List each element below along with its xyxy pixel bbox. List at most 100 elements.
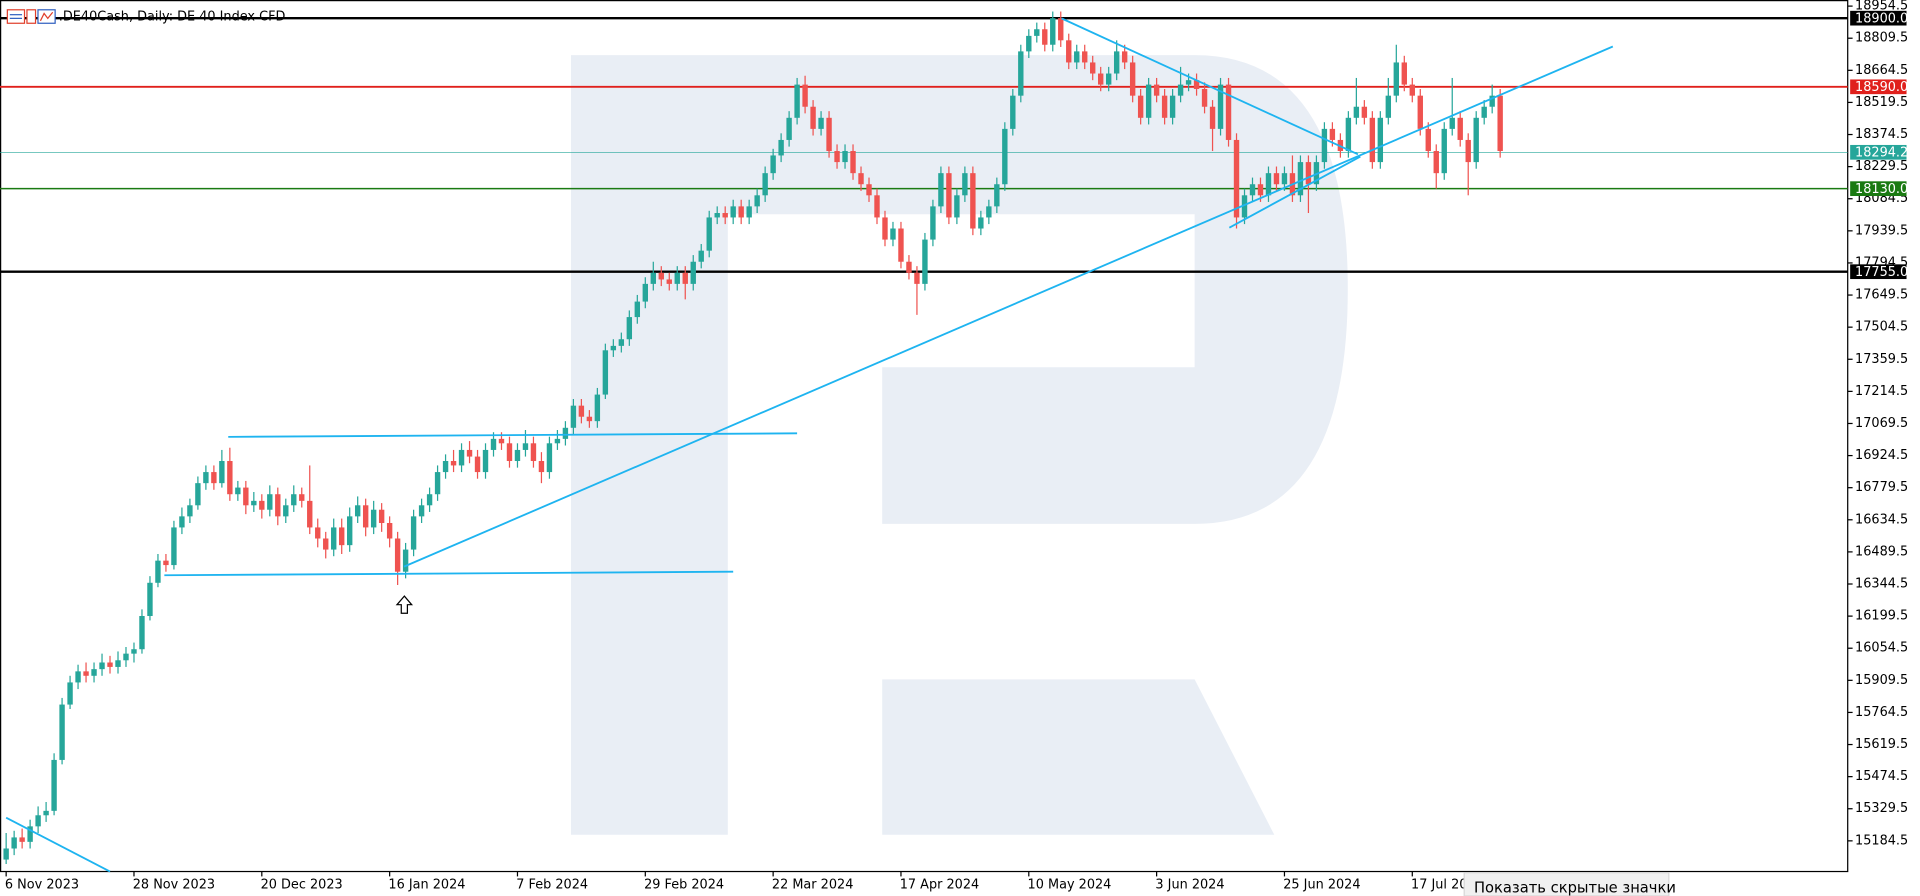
candle-body <box>562 427 569 439</box>
candle-body <box>458 449 465 466</box>
trendline <box>403 45 1614 568</box>
tooltip-box <box>1463 872 1670 896</box>
watermark-leg <box>882 679 1275 835</box>
candle-body <box>1297 162 1304 196</box>
candle-body <box>1257 184 1264 196</box>
candle-body <box>299 494 305 501</box>
candle-body <box>882 217 888 240</box>
candle-body <box>1481 106 1487 118</box>
y-tick-label: 15909.5 <box>1855 673 1908 688</box>
x-tick-label: 3 Jun 2024 <box>1155 877 1224 892</box>
y-tick-label: 18954.5 <box>1855 0 1908 14</box>
candle-body <box>59 704 65 760</box>
candle-body <box>1377 117 1384 163</box>
candle-body <box>1441 128 1447 174</box>
candle-body <box>1241 195 1248 218</box>
candle-body <box>1042 29 1048 45</box>
candle-body <box>954 195 960 218</box>
candle-body <box>1409 84 1415 96</box>
candle-body <box>898 228 904 262</box>
candle-body <box>682 272 688 284</box>
y-tick-label: 15474.5 <box>1855 769 1908 784</box>
candle-body <box>586 416 593 422</box>
candle-body <box>554 438 561 444</box>
candle-body <box>394 538 401 572</box>
plot-frame <box>0 0 1849 873</box>
candle-body <box>1321 128 1328 163</box>
candle-body <box>227 461 233 495</box>
candle-body <box>506 443 513 462</box>
y-tick-label: 17214.5 <box>1855 384 1908 399</box>
candle-body <box>498 438 505 444</box>
candle-body <box>1457 117 1463 140</box>
axes: 18954.5 18809.5 18664.5 18519.5 18374.5 18229… <box>5 0 1908 892</box>
up-arrow <box>395 595 414 614</box>
candle-body <box>634 301 641 318</box>
candle-body <box>35 815 41 827</box>
candle-body <box>1233 139 1240 218</box>
candle-body <box>370 509 377 528</box>
x-tick-label: 29 Feb 2024 <box>644 877 724 892</box>
candle-body <box>1433 151 1439 174</box>
price-level-label: 18590.0 <box>1855 80 1908 95</box>
y-tick-label: 18809.5 <box>1855 31 1908 46</box>
y-tick-label: 16779.5 <box>1855 480 1908 495</box>
candle-body <box>307 500 313 528</box>
candle-body <box>323 538 329 550</box>
y-tick-label: 18519.5 <box>1855 95 1908 110</box>
icon-1 <box>6 9 26 24</box>
candle-body <box>754 195 760 207</box>
candle-body <box>67 682 73 705</box>
trendline <box>1061 17 1359 156</box>
y-tick-label: 15184.5 <box>1855 833 1908 848</box>
candle-body <box>1026 35 1032 52</box>
candle-body <box>522 443 529 450</box>
price-level-box <box>1850 181 1907 197</box>
icon-3-line <box>39 11 54 22</box>
candle-body <box>970 173 976 229</box>
candle-body <box>291 494 297 506</box>
y-tick-label: 15619.5 <box>1855 737 1908 752</box>
x-tick-label: 28 Nov 2023 <box>133 877 215 892</box>
candle-body <box>514 449 521 462</box>
candle-body <box>978 217 984 229</box>
candle-body <box>994 184 1000 207</box>
candle-body <box>203 472 209 484</box>
header-title: .DE40Cash, Daily: DE 40 Index CFD <box>59 10 286 25</box>
candle-body <box>1217 84 1224 129</box>
candle-body <box>243 487 249 506</box>
header: .DE40Cash, Daily: DE 40 Index CFD <box>6 9 286 25</box>
candle-body <box>538 461 545 473</box>
candle-body <box>402 549 409 572</box>
candle-body <box>962 173 968 196</box>
y-tick-label: 15764.5 <box>1855 705 1908 720</box>
trendline <box>5 816 111 873</box>
candle-body <box>570 405 577 428</box>
candle-body <box>1385 95 1392 118</box>
candle-body <box>1098 73 1104 85</box>
candle-body <box>906 261 912 273</box>
candle-body <box>1177 84 1184 96</box>
candle-body <box>1281 173 1288 185</box>
y-tick-label: 16199.5 <box>1855 609 1908 624</box>
tooltip-text: Показать скрытые значки <box>1474 880 1676 896</box>
candle-body <box>770 155 776 174</box>
candle-body <box>131 649 137 654</box>
candle-body <box>91 669 97 676</box>
x-tick-label: 25 Jun 2024 <box>1283 877 1360 892</box>
x-tick-label: 10 May 2024 <box>1028 877 1112 892</box>
candle-body <box>235 487 241 495</box>
candle-body <box>730 206 736 218</box>
candle-body <box>930 206 936 240</box>
candle-body <box>482 449 489 473</box>
candle-body <box>1273 173 1280 185</box>
candle-body <box>378 509 385 524</box>
candle-body <box>474 456 481 473</box>
candle-body <box>666 279 672 284</box>
candle-body <box>1209 106 1216 129</box>
candle-body <box>714 213 720 218</box>
candle-body <box>794 84 800 118</box>
price-level-label: 17755.0 <box>1855 265 1908 280</box>
candle-body <box>1121 51 1128 63</box>
candle-body <box>1329 128 1336 140</box>
